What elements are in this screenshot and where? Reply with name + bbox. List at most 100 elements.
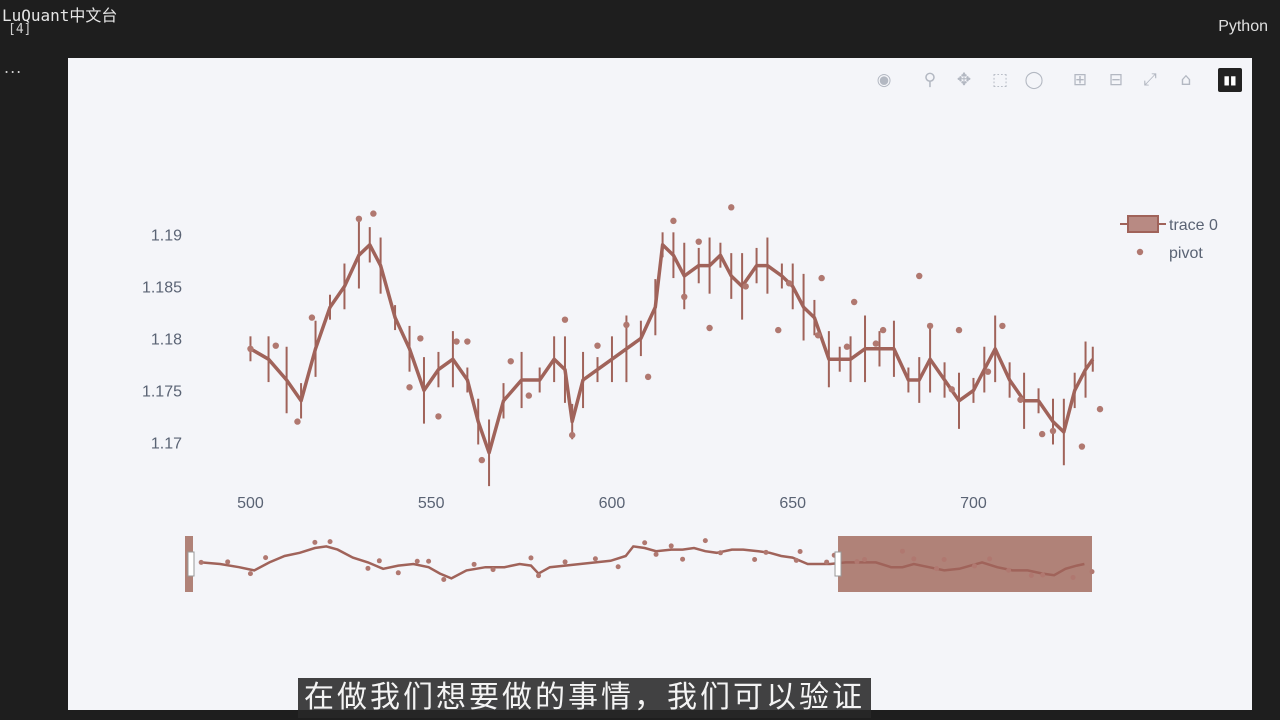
notebook-brand: LuQuant中文台 [2, 6, 118, 25]
zoom-in-icon[interactable]: ⊞ [1072, 70, 1088, 90]
rangeslider-pivot-point [718, 550, 724, 556]
rangeslider-pivot-point [680, 556, 686, 562]
pivot-point [999, 322, 1006, 330]
pivot-point [695, 238, 702, 245]
y-tick-label: 1.17 [151, 435, 182, 452]
rangeslider-pivot-point [702, 538, 708, 544]
rangeslider-pivot-point [941, 557, 947, 563]
rangeslider-right-handle[interactable] [834, 551, 842, 577]
autoscale-icon[interactable]: ⤢ [1143, 70, 1157, 90]
plot-container: 1.17 1.175 1.18 1.185 1.19 500 550 600 650 700 tra… [68, 58, 1252, 710]
rangeslider-pivot-point [414, 558, 420, 564]
y-tick-label: 1.18 [151, 331, 182, 348]
x-tick-label: 600 [599, 495, 626, 512]
cell-execution-count: [4] [8, 22, 32, 37]
zoom-out-icon[interactable]: ⊟ [1108, 70, 1124, 90]
rangeslider-pivot-point [225, 559, 231, 565]
rangeslider-pivot-point [824, 559, 830, 565]
rangeslider-pivot-point [862, 557, 868, 563]
y-tick-label: 1.19 [151, 227, 182, 244]
rangeslider-pivot-point [395, 570, 401, 576]
x-tick-label: 500 [237, 495, 264, 512]
pivot-point [644, 373, 652, 381]
rangeslider-pivot-point [899, 548, 905, 554]
pivot-point [814, 332, 822, 339]
pivot-point [818, 274, 825, 282]
rangeslider-pivot-point [327, 539, 333, 545]
rangeslider-pivot-point [615, 564, 621, 570]
rangeslider-pivot-point [312, 539, 318, 545]
rangeslider-pivot-point [528, 555, 534, 561]
cell-menu-button[interactable]: ... [4, 58, 23, 77]
rangeslider-pivot-point [263, 555, 269, 561]
legend-trace-label: trace 0 [1169, 217, 1218, 234]
pivot-point [670, 217, 677, 225]
pivot-point [594, 342, 601, 349]
chart-svg[interactable]: 1.17 1.175 1.18 1.185 1.19 500 550 600 650 700 tra… [68, 58, 1252, 710]
pivot-point [569, 431, 576, 439]
y-tick-label: 1.185 [142, 279, 182, 296]
rangeslider-pivot-point [490, 567, 496, 573]
rangeslider-pivot-point [653, 551, 659, 557]
video-subtitle: 在做我们想要做的事情，我们可以验证 [298, 678, 871, 718]
pivot-point [955, 326, 963, 334]
pivot-point [1049, 427, 1057, 435]
rangeslider-pivot-point [793, 557, 799, 563]
trace-line [249, 243, 1095, 455]
pivot-point [1078, 443, 1086, 450]
pivot-point [417, 335, 424, 342]
rangeslider-pivot-point [376, 558, 382, 564]
rangeslider-pivot-point [854, 559, 860, 565]
pivot-point [294, 418, 301, 425]
plotly-logo-icon[interactable]: ▮▮ [1218, 68, 1242, 92]
pivot-point [775, 326, 782, 334]
pivot-point [561, 316, 569, 323]
pivot-point [843, 343, 851, 350]
pivot-point [435, 413, 442, 420]
rangeslider-pivot-point [1040, 572, 1046, 578]
pivot-point [728, 204, 735, 211]
pivot-point [507, 358, 514, 365]
pivot-point [464, 338, 471, 345]
rangeslider-pivot-point [1028, 573, 1034, 579]
legend-pivot-marker [1136, 248, 1144, 256]
pivot-point [872, 340, 880, 347]
rangeslider-left-handle[interactable] [187, 551, 195, 577]
rangeslider-pivot-point [763, 549, 769, 555]
pivot-point [370, 210, 377, 217]
pivot-point [453, 338, 460, 345]
x-tick-label: 650 [779, 495, 806, 512]
pivot-point [406, 384, 413, 391]
pivot-point [879, 326, 887, 334]
camera-icon[interactable]: ◉ [876, 70, 892, 90]
lasso-icon[interactable]: ◯ [1024, 70, 1044, 90]
pivot-point [355, 215, 363, 222]
y-tick-label: 1.175 [142, 383, 182, 400]
rangeslider-pivot-point [365, 565, 371, 571]
pivot-point [742, 283, 749, 290]
reset-axes-icon[interactable]: ⌂ [1180, 70, 1192, 90]
pivot-point [850, 298, 858, 306]
pivot-point [681, 293, 688, 300]
legend-pivot-label: pivot [1169, 245, 1203, 262]
box-select-icon[interactable]: ⬚ [991, 70, 1009, 90]
zoom-icon[interactable]: ⚲ [923, 70, 937, 90]
rangeslider-pivot-point [668, 543, 674, 549]
pivot-point [1096, 405, 1104, 413]
rangeslider-pivot-point [536, 573, 542, 579]
rangeslider-pivot-point [797, 549, 803, 555]
pivot-point [926, 322, 934, 330]
rangeslider-pivot-point [987, 556, 993, 562]
pan-icon[interactable]: ✥ [956, 70, 972, 90]
rangeslider-pivot-point [592, 556, 598, 562]
rangeslider-pivot-point [1070, 574, 1076, 580]
rangeslider-pivot-point [426, 558, 432, 564]
rangeslider-pivot-point [752, 557, 758, 563]
rangeslider-pivot-point [1089, 569, 1095, 575]
rangeslider-pivot-point [441, 577, 447, 583]
rangeslider-pivot-point [471, 561, 477, 567]
pivot-point [623, 321, 630, 329]
rangeslider-trace-line [201, 545, 1085, 580]
kernel-indicator[interactable]: Python [1218, 18, 1268, 35]
pivot-point [916, 272, 923, 280]
